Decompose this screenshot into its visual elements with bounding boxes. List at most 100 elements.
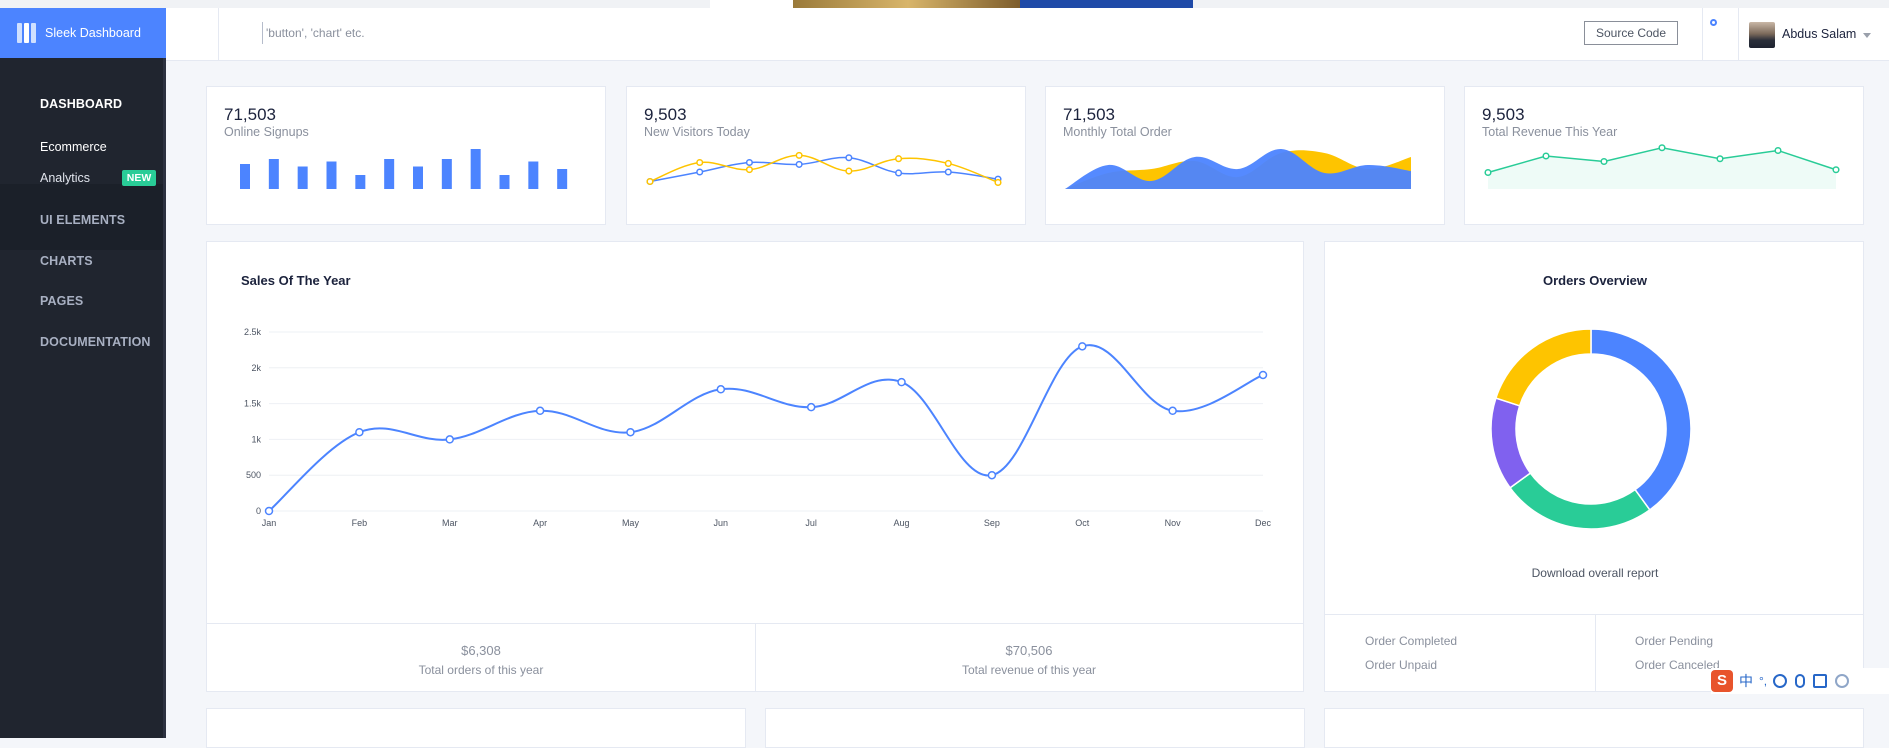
donut-slice	[1494, 328, 1592, 407]
stat-label: Monthly Total Order	[1063, 125, 1172, 139]
x-tick-label: Aug	[894, 518, 910, 528]
sidebar-subitem-ecommerce[interactable]: Ecommerce	[40, 140, 107, 154]
data-point	[987, 470, 997, 480]
avatar[interactable]	[1749, 22, 1775, 48]
point	[745, 158, 753, 167]
notification-icon[interactable]	[1710, 19, 1717, 26]
series-line	[649, 156, 999, 183]
bottom-card	[206, 708, 746, 748]
sidebar-subitem-analytics[interactable]: Analytics	[40, 171, 91, 185]
ime-punctuation[interactable]: °,	[1759, 674, 1768, 688]
x-tick-label: Jun	[714, 518, 729, 528]
sales-title: Sales Of The Year	[241, 273, 351, 288]
data-point	[806, 402, 816, 412]
point	[1484, 168, 1492, 177]
brand-name: Sleek Dashboard	[45, 26, 141, 40]
x-tick-label: May	[622, 518, 640, 528]
y-tick-label: 0	[256, 506, 261, 516]
microphone-icon[interactable]	[1795, 674, 1806, 688]
x-tick-label: Apr	[533, 518, 547, 528]
point	[895, 155, 903, 163]
header-divider	[1702, 8, 1703, 60]
x-tick-label: Feb	[352, 518, 368, 528]
point	[696, 168, 704, 176]
stat-card-orders: 71,503 Monthly Total Order	[1045, 86, 1445, 225]
user-name[interactable]: Abdus Salam	[1782, 27, 1857, 41]
emoji-icon[interactable]	[1773, 674, 1788, 688]
x-tick-label: Jul	[805, 518, 817, 528]
x-tick-label: Mar	[442, 518, 458, 528]
sales-line-chart: 0 500 1k 1.5k 2k 2.5k Jan Feb Mar Apr May Jun Jul Aug…	[244, 327, 1272, 528]
bar	[528, 161, 539, 189]
bar	[413, 166, 423, 189]
ime-language[interactable]: 中	[1739, 673, 1753, 689]
legend-order-completed: Order Completed	[1365, 634, 1458, 648]
point	[895, 169, 903, 177]
chevron-down-icon[interactable]	[1863, 33, 1871, 38]
stat-value: 71,503	[1063, 105, 1115, 124]
ime-toolbar[interactable]: S 中 °,	[1711, 668, 1889, 694]
area-series	[1065, 148, 1411, 189]
visitors-line-chart	[646, 151, 1002, 187]
top-strip	[0, 0, 1889, 8]
bar	[384, 159, 395, 189]
data-point	[264, 506, 274, 516]
x-tick-label: Nov	[1165, 518, 1182, 528]
total-revenue-label: Total revenue of this year	[961, 663, 1097, 677]
point	[1774, 146, 1782, 155]
point	[944, 168, 952, 176]
y-tick-label: 2.5k	[244, 327, 262, 337]
sidebar-item-ui-elements[interactable]: UI ELEMENTS	[40, 213, 126, 227]
stat-card-signups: 71,503 Online Signups	[206, 86, 606, 225]
header-divider	[218, 8, 219, 60]
bar	[355, 175, 366, 189]
bar	[326, 161, 337, 189]
bottom-card	[765, 708, 1305, 748]
sales-line	[268, 344, 1264, 512]
bar	[557, 169, 568, 189]
bar	[441, 159, 452, 189]
stat-value: 9,503	[1482, 105, 1525, 124]
divider	[755, 623, 756, 691]
orders-donut-chart	[1490, 328, 1692, 530]
bar	[268, 159, 279, 189]
orders-area-chart	[1065, 148, 1411, 189]
point	[845, 154, 853, 162]
donut-slice	[1509, 472, 1651, 530]
x-tick-label: Jan	[262, 518, 277, 528]
search-input[interactable]	[262, 22, 666, 44]
point	[1600, 157, 1608, 166]
user-icon[interactable]	[1835, 674, 1850, 688]
x-tick-label: Dec	[1255, 518, 1272, 528]
data-point	[897, 377, 906, 387]
legend-order-pending: Order Pending	[1635, 634, 1714, 648]
download-report-link[interactable]: Download overall report	[1531, 566, 1659, 580]
data-point	[626, 427, 635, 437]
sidebar-item-pages[interactable]: PAGES	[40, 294, 84, 308]
sidebar-item-charts[interactable]: CHARTS	[40, 254, 93, 268]
logo-icon	[17, 23, 36, 43]
data-point	[445, 435, 454, 444]
top-banner	[710, 0, 1193, 8]
x-tick-label: Sep	[984, 518, 1000, 528]
data-point	[716, 385, 726, 394]
sogou-icon[interactable]: S	[1711, 670, 1733, 692]
stat-label: Online Signups	[224, 125, 309, 139]
data-point	[1258, 370, 1268, 380]
banner-image-blue	[1020, 0, 1193, 8]
point	[944, 159, 952, 168]
header-divider	[1738, 8, 1739, 60]
source-code-button[interactable]: Source Code	[1584, 21, 1678, 45]
new-badge: NEW	[122, 170, 156, 186]
point	[1832, 166, 1840, 174]
bottom-card	[1324, 708, 1864, 748]
sidebar-item-documentation[interactable]: DOCUMENTATION	[40, 335, 151, 349]
sidebar-item-dashboard[interactable]: DASHBOARD	[40, 97, 123, 111]
total-orders-label: Total orders of this year	[418, 663, 544, 677]
stat-value: 9,503	[644, 105, 687, 124]
dashboard-submenu	[0, 184, 163, 250]
stat-card-visitors: 9,503 New Visitors Today	[626, 86, 1026, 225]
point	[646, 177, 654, 186]
keyboard-icon[interactable]	[1813, 674, 1828, 688]
brand[interactable]: Sleek Dashboard	[0, 8, 166, 58]
